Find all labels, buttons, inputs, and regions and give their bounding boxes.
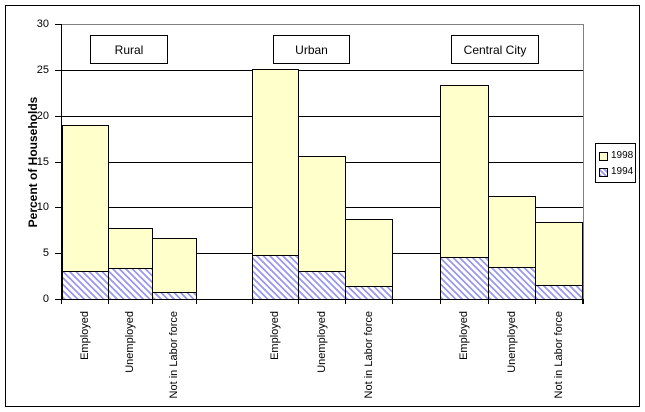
y-tick-label-5: 5 bbox=[42, 247, 49, 260]
x-tick-mark-7 bbox=[392, 300, 393, 304]
legend-swatch-1998 bbox=[599, 151, 608, 161]
x-category-label-central-city-employed: Employed bbox=[458, 311, 470, 360]
bar-1994-central-city-unemployed bbox=[488, 267, 536, 300]
group-label-urban: Urban bbox=[273, 35, 350, 64]
gridline-20 bbox=[61, 115, 583, 117]
y-tick-mark-25 bbox=[55, 69, 61, 71]
bar-1994-urban-not-in-labor-force bbox=[345, 286, 393, 300]
x-tick-mark-12 bbox=[583, 300, 584, 304]
x-tick-mark-1 bbox=[108, 300, 109, 304]
x-category-label-urban-not-in-labor-force: Not in Labor force bbox=[362, 311, 375, 399]
bar-1994-rural-not-in-labor-force bbox=[152, 292, 197, 300]
x-tick-mark-11 bbox=[582, 300, 583, 304]
x-category-label-rural-employed: Employed bbox=[79, 311, 91, 360]
bar-1994-central-city-not-in-labor-force bbox=[535, 285, 583, 300]
legend-entry-1994: 1994 bbox=[599, 164, 635, 180]
y-tick-label-10: 10 bbox=[36, 201, 49, 214]
x-category-label-central-city-not-in-labor-force: Not in Labor force bbox=[552, 311, 565, 399]
y-tick-mark-30 bbox=[55, 24, 61, 25]
y-tick-mark-0 bbox=[55, 299, 61, 300]
bar-1994-urban-employed bbox=[252, 255, 299, 300]
group-label-rural: Rural bbox=[90, 35, 168, 64]
x-tick-mark-0 bbox=[61, 300, 62, 304]
x-tick-mark-9 bbox=[488, 300, 489, 304]
y-tick-label-25: 25 bbox=[36, 63, 49, 76]
plot-top-border bbox=[61, 24, 584, 25]
y-tick-mark-10 bbox=[55, 207, 61, 209]
x-tick-mark-2 bbox=[152, 300, 153, 304]
legend: 1998 1994 bbox=[595, 143, 636, 183]
legend-label-1994: 1994 bbox=[611, 166, 634, 177]
gridline-25 bbox=[61, 69, 583, 71]
x-tick-mark-4 bbox=[252, 300, 253, 304]
x-tick-mark-5 bbox=[298, 300, 299, 304]
x-tick-mark-8 bbox=[440, 300, 441, 304]
group-label-central-city: Central City bbox=[451, 35, 539, 64]
bar-1998-rural-not-in-labor-force bbox=[152, 238, 197, 300]
legend-label-1998: 1998 bbox=[611, 150, 634, 161]
x-tick-mark-6 bbox=[345, 300, 346, 304]
bar-1994-central-city-employed bbox=[440, 257, 489, 300]
bar-1994-rural-employed bbox=[62, 271, 109, 300]
plot-area bbox=[61, 24, 583, 300]
y-tick-mark-5 bbox=[55, 253, 61, 255]
y-tick-label-30: 30 bbox=[36, 18, 49, 30]
bar-1998-rural-employed bbox=[62, 125, 109, 300]
x-tick-mark-10 bbox=[535, 300, 536, 304]
bar-1994-rural-unemployed bbox=[108, 268, 153, 300]
x-category-label-urban-unemployed: Unemployed bbox=[315, 311, 328, 373]
x-category-label-urban-employed: Employed bbox=[269, 311, 281, 360]
y-tick-label-15: 15 bbox=[36, 155, 49, 168]
x-tick-mark-3 bbox=[196, 300, 197, 304]
legend-entry-1998: 1998 bbox=[599, 148, 635, 164]
figure-border bbox=[5, 5, 640, 407]
x-category-label-central-city-unemployed: Unemployed bbox=[505, 311, 518, 373]
bar-1994-urban-unemployed bbox=[298, 271, 346, 300]
y-tick-mark-20 bbox=[55, 115, 61, 117]
y-tick-mark-15 bbox=[55, 161, 61, 163]
y-tick-label-20: 20 bbox=[36, 109, 49, 122]
legend-swatch-1994 bbox=[599, 167, 608, 177]
y-tick-label-0: 0 bbox=[42, 293, 49, 305]
x-category-label-rural-not-in-labor-force: Not in Labor force bbox=[168, 311, 180, 399]
plot-right-border bbox=[583, 24, 584, 300]
x-category-label-rural-unemployed: Unemployed bbox=[124, 311, 136, 373]
